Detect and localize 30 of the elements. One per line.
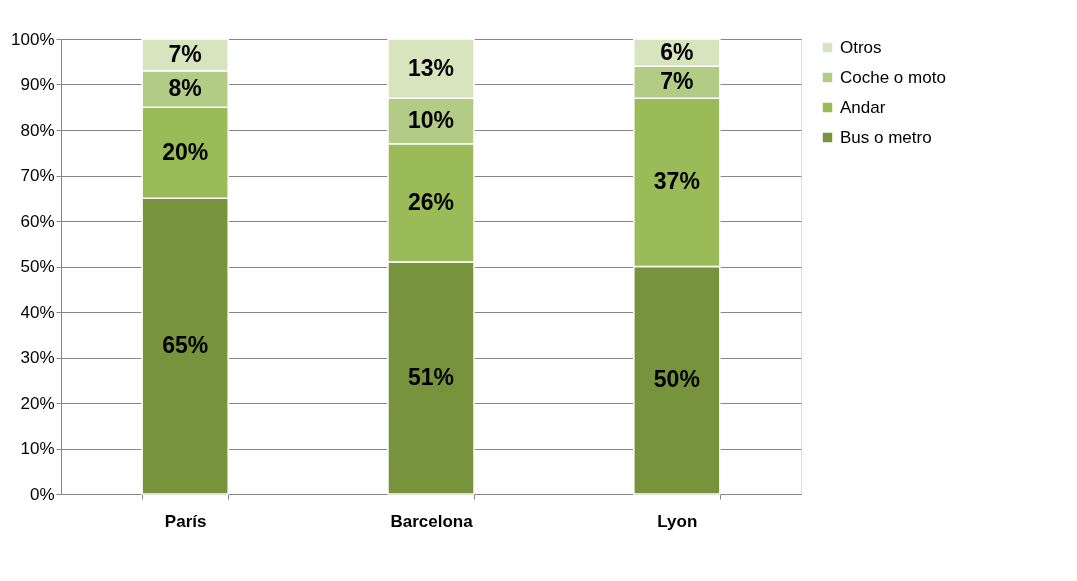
y-tick-label: 0% — [29, 484, 55, 504]
x-tick-label: París — [164, 511, 207, 531]
y-tick-label: 70% — [20, 166, 55, 185]
data-label: 65% — [162, 332, 209, 359]
data-label: 10% — [407, 106, 455, 133]
x-tick-label: Barcelona — [390, 511, 474, 531]
data-label: 50% — [653, 366, 700, 393]
legend-label: Bus o metro — [840, 127, 932, 147]
y-tick-label: 10% — [20, 439, 55, 458]
y-tick-label: 30% — [20, 348, 55, 367]
y-tick-label: 100% — [11, 29, 55, 49]
x-tick-label: Lyon — [657, 511, 698, 531]
data-label: 20% — [162, 138, 209, 165]
y-tick-label: 60% — [20, 211, 55, 231]
data-label: 7% — [168, 40, 202, 67]
data-label: 51% — [407, 363, 455, 390]
y-tick-label: 20% — [20, 393, 55, 413]
data-label: 6% — [660, 38, 694, 65]
data-label: 37% — [653, 168, 700, 195]
y-tick-label: 80% — [20, 120, 55, 140]
data-label: 8% — [168, 75, 202, 102]
legend-label: Andar — [840, 97, 886, 117]
y-tick-label: 90% — [20, 75, 55, 94]
y-tick-label: 50% — [20, 257, 55, 276]
data-label: 13% — [407, 54, 455, 81]
legend-label: Otros — [840, 37, 882, 57]
data-label: 26% — [407, 188, 455, 215]
legend-label: Coche o moto — [840, 67, 946, 87]
data-label: 7% — [660, 68, 694, 95]
y-tick-label: 40% — [20, 302, 55, 322]
